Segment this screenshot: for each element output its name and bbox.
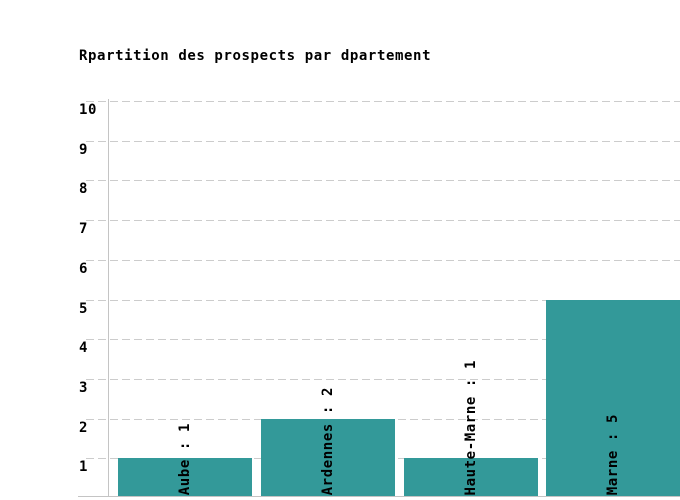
bar-label-marne: Marne : 5 <box>605 413 621 495</box>
y-tick-label-3: 3 <box>79 380 89 396</box>
bar-ardennes: Ardennes : 2 <box>261 387 395 496</box>
gridline-y3 <box>86 379 680 380</box>
gridline-y4 <box>86 339 680 340</box>
y-tick-label-8: 8 <box>79 181 89 197</box>
bar-marne: Marne : 5 <box>546 300 680 496</box>
y-tick-label-5: 5 <box>79 301 89 317</box>
y-tick-label-1: 1 <box>79 459 89 475</box>
chart-title: Rpartition des prospects par dpartement <box>79 48 432 64</box>
bar-aube: Aube : 1 <box>118 423 252 496</box>
bar-haute-marne: Haute-Marne : 1 <box>404 360 538 496</box>
y-tick-label-10: 10 <box>79 102 98 118</box>
bar-label-aube: Aube : 1 <box>177 422 193 495</box>
gridline-y9 <box>86 141 680 142</box>
gridline-y5 <box>86 300 680 301</box>
y-axis-line <box>108 99 109 497</box>
x-axis-line <box>78 496 680 497</box>
y-tick-label-9: 9 <box>79 142 89 158</box>
gridline-y7 <box>86 220 680 221</box>
gridline-y6 <box>86 260 680 261</box>
y-tick-label-6: 6 <box>79 261 89 277</box>
bar-label-ardennes: Ardennes : 2 <box>320 386 336 495</box>
y-tick-label-7: 7 <box>79 221 89 237</box>
y-tick-label-2: 2 <box>79 420 89 436</box>
y-tick-label-4: 4 <box>79 340 89 356</box>
gridline-y10 <box>86 101 680 102</box>
gridline-y8 <box>86 180 680 181</box>
bar-label-haute-marne: Haute-Marne : 1 <box>463 359 479 495</box>
